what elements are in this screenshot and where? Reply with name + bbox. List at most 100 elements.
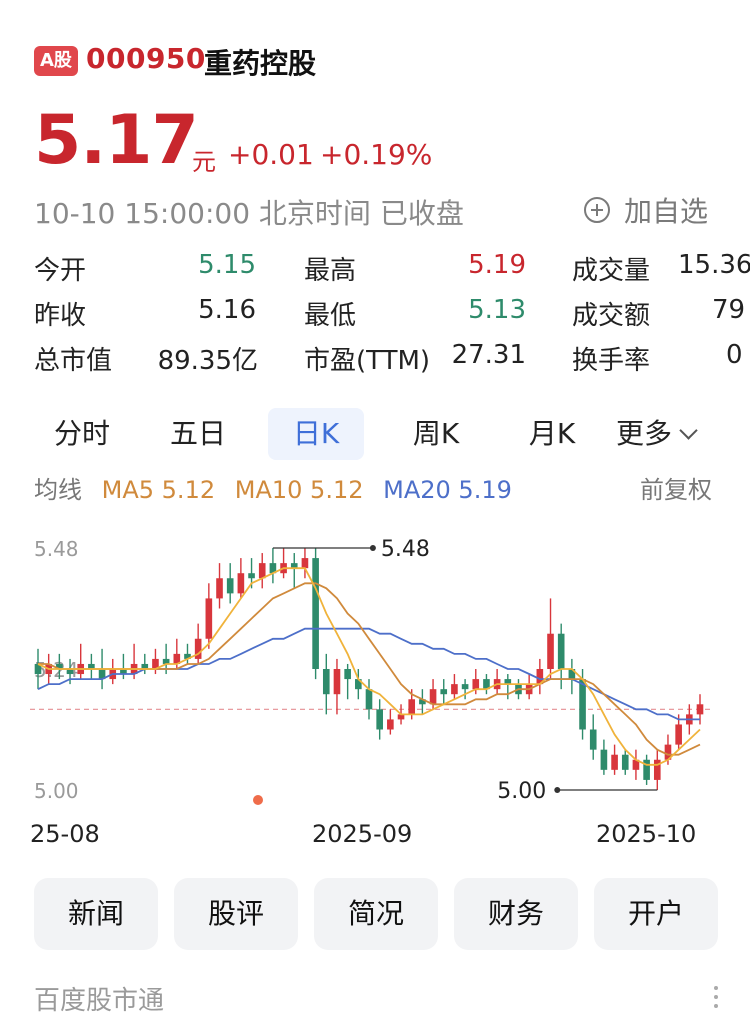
x-tick-label: 25-08 [30, 820, 100, 848]
ma10-value: MA10 5.12 [234, 476, 364, 504]
stat-value-volume: 15.36 [678, 250, 750, 280]
tab-more[interactable]: 更多 [616, 408, 726, 460]
candle-body [483, 679, 490, 690]
event-marker-dot [253, 795, 263, 805]
ma5-line [37, 567, 701, 766]
candle-body [312, 558, 319, 669]
tab-daily-k[interactable]: 日K [268, 408, 364, 460]
adjust-mode-button[interactable]: 前复权 [640, 476, 712, 504]
candle-body [472, 679, 480, 690]
candle-body [98, 669, 106, 680]
tab-more-label: 更多 [616, 417, 673, 450]
candle-body [568, 669, 576, 680]
candle-body [461, 684, 469, 690]
candle-body [226, 578, 234, 594]
x-tick-label: 2025-09 [312, 820, 413, 848]
profile-button[interactable]: 简况 [314, 878, 438, 950]
candle-body [557, 633, 565, 669]
candle-body [600, 749, 608, 770]
stat-value-turnover: 79 [712, 295, 746, 325]
stat-label-pe: 市盈(TTM) [304, 346, 431, 376]
tab-intraday[interactable]: 分时 [53, 417, 110, 450]
stat-value-pe: 27.31 [451, 340, 526, 370]
candle-body [66, 669, 74, 675]
candle-body [408, 699, 416, 715]
chevron-down-icon [679, 421, 698, 440]
more-vertical-icon[interactable] [714, 986, 718, 1013]
current-price: 5.17 [34, 101, 199, 180]
x-tick-label: 2025-10 [596, 820, 697, 848]
y-tick-label: 5.48 [34, 537, 79, 561]
min-annotation-dot [554, 787, 561, 793]
candle-body [643, 759, 650, 780]
price-change: +0.01 [228, 138, 314, 171]
stat-label-volume: 成交量 [572, 256, 651, 286]
candle-body [152, 658, 159, 669]
market-badge: A股 [34, 46, 78, 76]
comments-button[interactable]: 股评 [174, 878, 298, 950]
tab-five-day[interactable]: 五日 [169, 417, 226, 450]
candle-body [547, 633, 554, 669]
open-account-button[interactable]: 开户 [594, 878, 718, 950]
candle-body [664, 744, 672, 760]
tab-weekly-k[interactable]: 周K [412, 417, 460, 450]
candle-body [429, 689, 437, 705]
candle-body [451, 684, 458, 695]
ma20-value: MA20 5.19 [383, 476, 512, 504]
candle-body [34, 663, 42, 675]
news-button[interactable]: 新闻 [34, 878, 158, 950]
candle-body [504, 679, 512, 685]
add-watchlist-button[interactable]: 加自选 [584, 190, 708, 230]
candle-body [141, 663, 149, 669]
candle-body [344, 669, 351, 680]
stock-name: 重药控股 [204, 47, 317, 80]
candle-body [258, 563, 266, 579]
quote-time: 10-10 15:00:00 北京时间 已收盘 [34, 197, 464, 230]
plus-circle-icon [584, 197, 610, 223]
candle-body [216, 578, 223, 599]
stat-label-turnover: 成交额 [572, 301, 651, 331]
candle-body [237, 573, 245, 594]
stat-value-turnover-rate: 0 [726, 340, 743, 370]
stat-label-open: 今开 [34, 256, 87, 286]
candle-body [290, 563, 298, 569]
candle-body [419, 699, 426, 705]
candle-body [194, 638, 202, 659]
stat-label-market-cap: 总市值 [34, 346, 113, 376]
candle-body [632, 759, 640, 770]
stat-label-prev-close: 昨收 [34, 301, 87, 331]
ma-legend-label: 均线 [34, 476, 82, 504]
candle-body [322, 669, 330, 695]
candle-body [621, 754, 629, 770]
candle-body [696, 704, 704, 715]
stat-label-turnover-rate: 换手率 [572, 346, 651, 376]
tab-monthly-k[interactable]: 月K [528, 417, 576, 450]
candle-body [675, 724, 682, 745]
ma-legend: 均线 MA5 5.12 MA10 5.12 MA20 5.19 [34, 470, 524, 505]
price-change-percent: +0.19% [320, 138, 433, 171]
candle-body [120, 669, 127, 675]
candle-body [269, 563, 277, 574]
stock-code: 000950 [86, 42, 206, 75]
candle-body [397, 714, 405, 720]
candle-body [88, 663, 95, 669]
candle-body [440, 689, 448, 695]
candle-body [56, 663, 63, 669]
ma5-value: MA5 5.12 [101, 476, 216, 504]
stat-value-prev-close: 5.16 [198, 295, 256, 325]
candle-body [355, 679, 362, 690]
kline-chart[interactable]: 5.485.245.005.485.00 [0, 520, 750, 820]
stat-label-high: 最高 [304, 256, 357, 286]
stat-value-market-cap: 89.35亿 [157, 346, 258, 376]
min-price-label: 5.00 [497, 779, 546, 804]
candle-body [589, 729, 597, 750]
max-annotation-dot [369, 545, 376, 551]
candle-body [205, 598, 213, 639]
candle-body [579, 679, 586, 730]
candle-body [387, 719, 394, 730]
finance-button[interactable]: 财务 [454, 878, 578, 950]
candle-body [173, 653, 181, 664]
stat-value-low: 5.13 [468, 295, 526, 325]
add-watchlist-label: 加自选 [624, 195, 709, 228]
candle-body [611, 754, 618, 770]
